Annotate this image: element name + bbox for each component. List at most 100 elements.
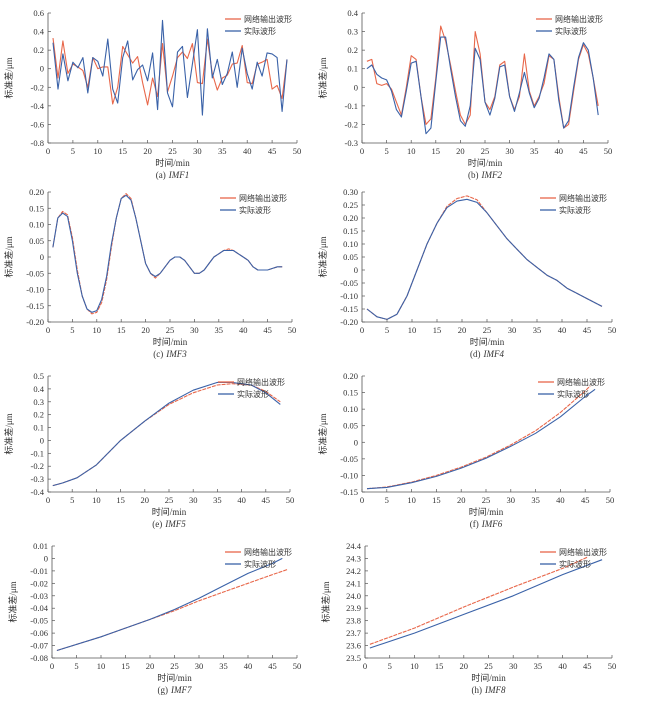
y-tick-label: 23.9	[346, 603, 361, 613]
y-tick-label: -0.3	[345, 138, 358, 148]
x-tick-label: 10	[93, 325, 102, 335]
x-tick-label: 30	[189, 495, 198, 505]
chart-panel-h: 0 5 10 15 20 25 30 35 40 45 50 23.5 23.6 23.7 23.8 23.9…	[320, 541, 616, 695]
y-tick-label: -0.4	[31, 487, 45, 497]
y-tick-label: -0.05	[340, 454, 358, 464]
x-tick-label: 5	[384, 146, 388, 156]
y-tick-label: -0.10	[340, 291, 358, 301]
x-tick-label: 45	[268, 146, 277, 156]
legend-label-predicted: 网络输出波形	[244, 14, 292, 24]
caption-letter: (g)	[158, 685, 169, 695]
y-tick-label: 0.15	[343, 388, 358, 398]
y-tick-label: 24.1	[346, 578, 361, 588]
x-tick-label: 10	[94, 146, 103, 156]
x-tick-label: 40	[555, 146, 564, 156]
x-tick-label: 45	[262, 495, 271, 505]
legend-label-predicted: 网络输出波形	[555, 14, 603, 24]
x-tick-label: 40	[244, 661, 253, 671]
y-tick-label: 0.2	[347, 45, 358, 55]
y-tick-label: 24.2	[346, 566, 361, 576]
caption-name: IMF1	[168, 170, 190, 180]
y-tick-label: 0.20	[343, 371, 358, 381]
x-tick-label: 15	[121, 661, 130, 671]
y-axis-label: 标准差/μm	[317, 413, 328, 454]
x-tick-label: 25	[165, 495, 174, 505]
caption-name: IMF6	[481, 519, 503, 529]
y-tick-label: 0.3	[347, 27, 358, 37]
caption-letter: (c)	[153, 349, 163, 359]
y-tick-label: -0.10	[26, 285, 44, 295]
caption-name: IMF5	[164, 519, 186, 529]
x-axis-label: 时间/min	[471, 672, 506, 683]
legend-label-actual: 实际波形	[557, 389, 589, 399]
y-tick-label: 0.10	[343, 239, 358, 249]
y-axis-label: 标准差/μm	[7, 581, 18, 622]
y-tick-label: 0.1	[33, 423, 44, 433]
x-tick-label: 30	[190, 325, 199, 335]
y-tick-label: 0.20	[343, 213, 358, 223]
caption-letter: (b)	[468, 170, 479, 180]
series-line-actual	[52, 194, 283, 313]
y-tick-label: -0.10	[340, 470, 358, 480]
y-tick-label: 0	[44, 553, 48, 563]
y-axis-label: 标准差/μm	[3, 57, 14, 98]
x-tick-label: 20	[141, 495, 150, 505]
series-line-actual	[52, 19, 288, 116]
chart-panel-c: 0 5 10 15 20 25 30 35 40 45 50 -0.20 -0.15 -0.10 -0.05…	[3, 187, 296, 359]
x-tick-label: 5	[385, 495, 389, 505]
y-tick-label: -0.07	[30, 641, 48, 651]
y-tick-label: 0.4	[347, 8, 358, 18]
y-tick-label: 0.05	[343, 421, 358, 431]
y-tick-label: 0	[40, 64, 44, 74]
x-tick-label: 0	[360, 146, 364, 156]
y-tick-label: 0.30	[343, 187, 358, 197]
x-tick-label: 30	[193, 146, 202, 156]
x-tick-label: 40	[556, 495, 565, 505]
x-tick-label: 10	[407, 495, 416, 505]
x-tick-label: 45	[263, 325, 272, 335]
x-tick-label: 25	[170, 661, 179, 671]
x-tick-label: 15	[432, 495, 441, 505]
legend-label-predicted: 网络输出波形	[244, 547, 292, 557]
series-line-actual	[56, 557, 283, 652]
x-tick-label: 30	[509, 661, 518, 671]
x-tick-label: 0	[46, 495, 50, 505]
x-tick-label: 0	[46, 325, 50, 335]
x-tick-label: 5	[385, 325, 389, 335]
x-tick-label: 5	[74, 661, 78, 671]
y-tick-label: -0.2	[345, 119, 358, 129]
x-tick-label: 10	[92, 495, 101, 505]
subplot-caption: (h) IMF8	[472, 685, 506, 695]
x-tick-label: 50	[608, 661, 617, 671]
y-tick-label: 0.15	[29, 203, 44, 213]
x-tick-label: 5	[71, 146, 75, 156]
y-tick-label: -0.01	[30, 566, 48, 576]
x-tick-label: 45	[268, 661, 277, 671]
y-tick-label: -0.1	[345, 101, 358, 111]
y-tick-label: -0.8	[31, 138, 44, 148]
x-tick-label: 30	[505, 146, 514, 156]
y-axis-label: 标准差/μm	[317, 57, 328, 98]
y-tick-label: -0.1	[31, 448, 44, 458]
y-tick-label: -0.6	[31, 119, 44, 129]
caption-name: IMF2	[481, 170, 503, 180]
x-tick-label: 35	[531, 495, 540, 505]
x-tick-label: 30	[508, 325, 517, 335]
caption-name: IMF7	[170, 685, 192, 695]
x-tick-label: 5	[70, 325, 74, 335]
subplot-caption: (g) IMF7	[158, 685, 192, 695]
x-tick-label: 20	[141, 325, 150, 335]
x-tick-label: 20	[456, 146, 465, 156]
x-tick-label: 0	[360, 325, 364, 335]
x-axis-label: 时间/min	[157, 672, 192, 683]
caption-letter: (d)	[470, 349, 481, 359]
x-tick-label: 30	[195, 661, 204, 671]
x-tick-label: 50	[293, 146, 302, 156]
x-tick-label: 35	[219, 661, 228, 671]
y-tick-label: -0.20	[26, 317, 44, 327]
y-tick-label: 0.05	[29, 236, 44, 246]
y-tick-label: 0.2	[33, 45, 44, 55]
x-tick-label: 0	[50, 661, 54, 671]
legend-label-predicted: 网络输出波形	[557, 377, 605, 387]
y-tick-label: -0.06	[30, 628, 48, 638]
